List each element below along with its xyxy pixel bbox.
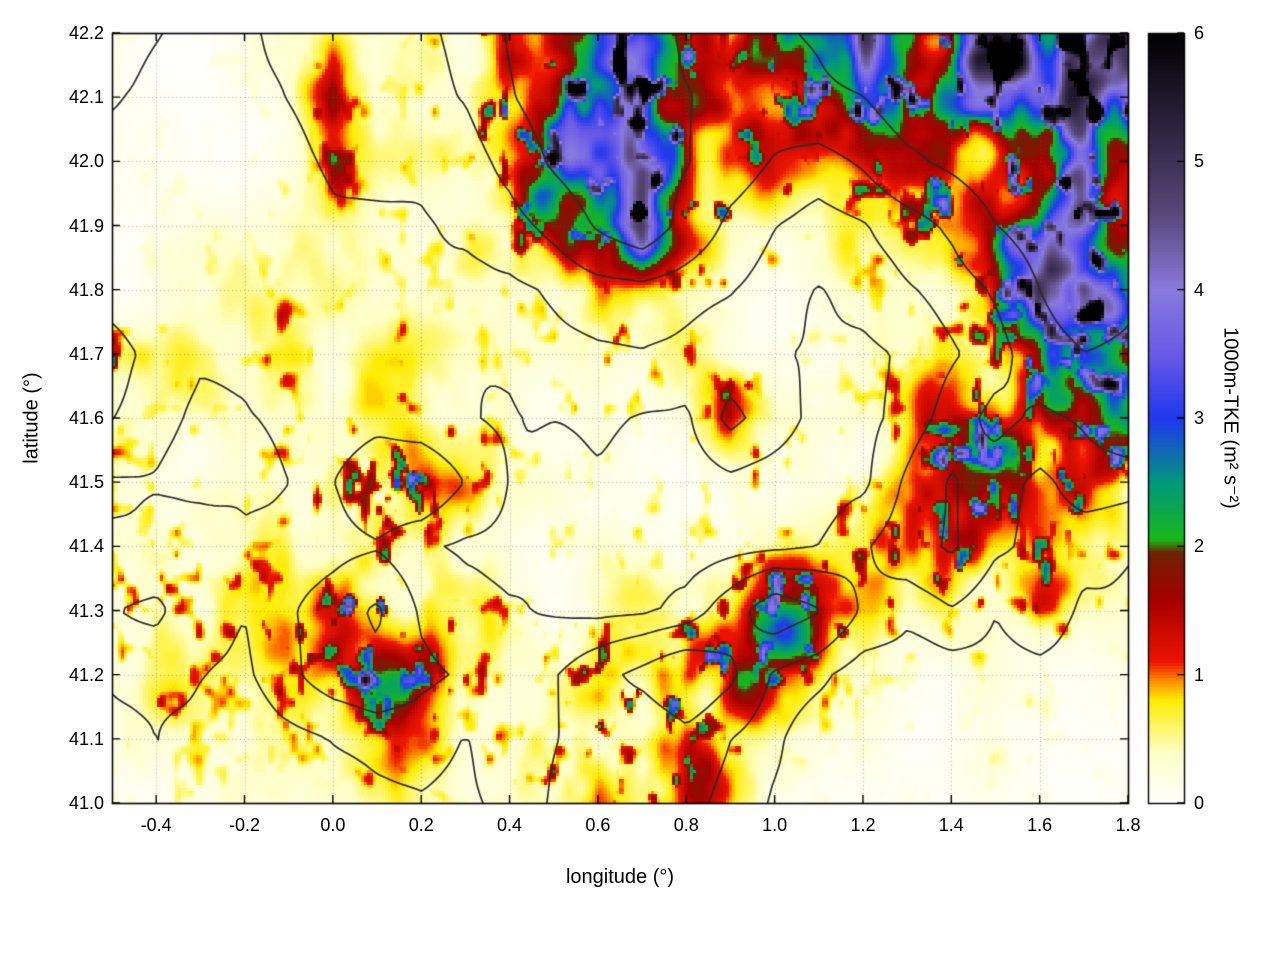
x-tick-label: 0.4 <box>497 815 523 835</box>
x-tick-label: 0.0 <box>320 815 346 835</box>
y-tick-label: 41.9 <box>68 215 104 236</box>
x-tick-label: 1.0 <box>762 815 788 835</box>
x-tick-label: 1.6 <box>1027 815 1053 835</box>
x-axis-title: longitude (°) <box>565 866 675 888</box>
x-tick-label: 1.2 <box>850 815 876 835</box>
colorbar-tick-label: 3 <box>1194 408 1205 428</box>
colorbar-tick-label: 6 <box>1194 23 1205 43</box>
y-tick-label: 42.2 <box>68 23 104 43</box>
y-tick-label: 41.8 <box>68 279 104 300</box>
y-tick-label: 41.2 <box>68 664 104 685</box>
x-tick-label: -0.4 <box>140 815 172 835</box>
y-tick-label: 41.1 <box>68 728 104 749</box>
y-tick-label: 42.1 <box>68 87 104 108</box>
x-tick-label: 0.8 <box>673 815 699 835</box>
colorbar-tick-label: 2 <box>1194 536 1205 557</box>
colorbar-tick-label: 0 <box>1194 793 1205 813</box>
x-tick-label: -0.2 <box>229 815 261 835</box>
y-tick-label: 41.3 <box>68 600 104 621</box>
y-tick-label: 41.7 <box>68 343 104 364</box>
y-tick-label: 41.5 <box>68 472 104 493</box>
colorbar-tick-label: 5 <box>1194 151 1205 172</box>
x-tick-label: 1.4 <box>938 815 964 835</box>
y-tick-label: 41.6 <box>68 408 104 428</box>
y-tick-label: 42.0 <box>68 151 104 172</box>
y-tick-label: 41.4 <box>68 536 104 557</box>
colorbar-tick-label: 4 <box>1194 279 1205 300</box>
x-tick-label: 0.2 <box>408 815 434 835</box>
x-tick-label: 0.6 <box>585 815 611 835</box>
y-tick-label: 41.0 <box>68 793 104 813</box>
colorbar-tick-label: 1 <box>1194 664 1205 685</box>
x-tick-label: 1.8 <box>1115 815 1141 835</box>
